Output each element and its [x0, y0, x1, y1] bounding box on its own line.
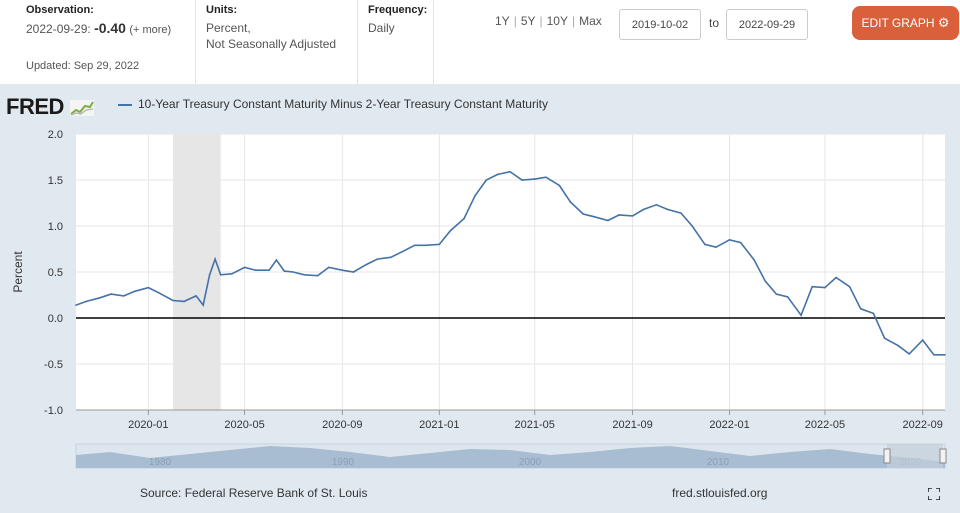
divider	[433, 0, 434, 84]
site-url[interactable]: fred.stlouisfed.org	[672, 486, 768, 500]
header-bar: Observation: 2022-09-29: -0.40 (+ more) …	[0, 0, 960, 84]
fred-logo-text: FRED	[6, 94, 64, 119]
edit-graph-button[interactable]: EDIT GRAPH ⚙	[852, 6, 959, 40]
expand-icon[interactable]	[928, 488, 940, 500]
range-10y[interactable]: 10Y	[546, 14, 568, 28]
observation-label: Observation:	[26, 4, 94, 16]
source-text: Source: Federal Reserve Bank of St. Loui…	[140, 486, 368, 500]
range-1y[interactable]: 1Y	[495, 14, 510, 28]
observation-number: -0.40	[94, 20, 126, 36]
frequency-label: Frequency:	[368, 4, 428, 16]
legend-swatch	[118, 103, 132, 106]
range-selector: 1Y | 5Y | 10Y | Max	[495, 14, 602, 28]
units-label: Units:	[206, 4, 238, 16]
start-date-input[interactable]: 2019-10-02	[619, 9, 701, 40]
legend-item: 10-Year Treasury Constant Maturity Minus…	[118, 97, 548, 111]
range-max[interactable]: Max	[579, 14, 602, 28]
legend-label: 10-Year Treasury Constant Maturity Minus…	[138, 97, 548, 111]
more-link[interactable]: (+ more)	[129, 24, 172, 36]
units-line-2: Not Seasonally Adjusted	[206, 37, 337, 51]
gear-icon: ⚙	[937, 15, 950, 30]
range-5y[interactable]: 5Y	[520, 14, 536, 28]
chart-trend-icon	[69, 100, 94, 117]
fred-logo: FRED	[6, 94, 94, 120]
units-line-1: Percent,	[206, 21, 251, 35]
observation-value: 2022-09-29: -0.40 (+ more)	[26, 20, 176, 38]
chart-panel	[0, 84, 960, 513]
to-label: to	[709, 16, 720, 30]
end-date-input[interactable]: 2022-09-29	[726, 9, 808, 40]
updated-date: Updated: Sep 29, 2022	[26, 60, 140, 72]
divider	[195, 0, 196, 84]
frequency-value: Daily	[368, 21, 395, 35]
edit-graph-label: EDIT GRAPH	[861, 16, 935, 30]
observation-date: 2022-09-29:	[26, 22, 91, 36]
divider	[357, 0, 358, 84]
